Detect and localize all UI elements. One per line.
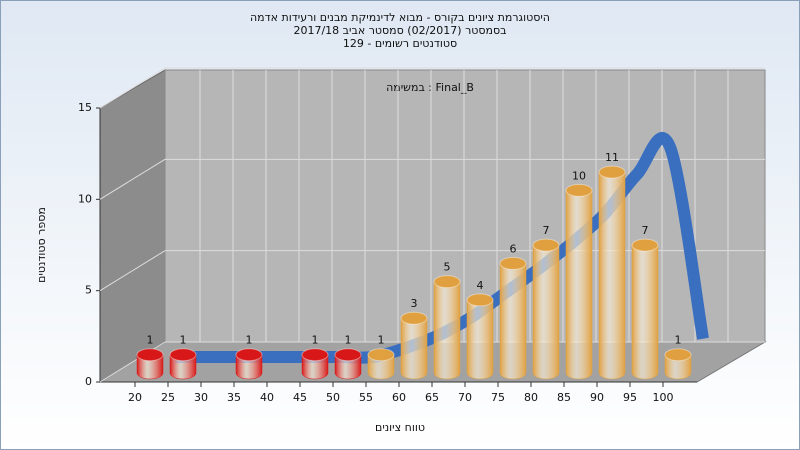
value-label: 1 [345, 334, 352, 347]
chart-title: היסטוגרמת ציונים בקורס - מבוא לדינמיקת מ… [250, 11, 550, 24]
x-tick-label: 70 [458, 391, 472, 404]
bar-body [532, 244, 560, 380]
x-tick-label: 40 [260, 391, 274, 404]
bar [466, 293, 494, 380]
value-label: 1 [675, 334, 682, 347]
bar [433, 275, 461, 380]
bar [664, 348, 692, 380]
bar-top [631, 238, 659, 252]
x-tick-label: 75 [491, 391, 505, 404]
x-tick-label: 65 [425, 391, 439, 404]
value-label: 10 [572, 169, 586, 182]
bar-body [400, 317, 428, 380]
value-label: 5 [444, 261, 451, 274]
bar-top [235, 348, 263, 362]
bar [367, 348, 395, 380]
bar [400, 311, 428, 380]
bar-top [598, 165, 626, 179]
bar-top [499, 256, 527, 270]
grid-line [99, 158, 166, 200]
x-tick-label: 35 [227, 391, 241, 404]
value-label: 11 [605, 151, 619, 164]
value-label: 7 [543, 224, 550, 237]
x-tick-label: 80 [524, 391, 538, 404]
bar [235, 348, 263, 380]
bar-body [466, 299, 494, 380]
bar [169, 348, 197, 380]
bar-top [565, 183, 593, 197]
value-label: 1 [147, 334, 154, 347]
bar-body [433, 281, 461, 380]
back-wall [164, 69, 766, 343]
x-tick-label: 100 [653, 391, 674, 404]
bar-top [367, 348, 395, 362]
bar-top [334, 348, 362, 362]
chart-subtitle: בסמסטר (02/2017) סמסטר אביב 2017/18 [293, 24, 506, 37]
bar [565, 183, 593, 380]
left-wall [99, 69, 166, 383]
bar-body [136, 354, 164, 380]
bar-body [499, 263, 527, 380]
bar [598, 165, 626, 380]
bar-top [433, 275, 461, 289]
x-tick-label: 85 [557, 391, 571, 404]
bar-body [565, 190, 593, 380]
bar-top [664, 348, 692, 362]
value-label: 4 [477, 279, 484, 292]
y-tick-label: 10 [78, 192, 92, 205]
x-tick-label: 95 [623, 391, 637, 404]
annotation: במשימה : Final_B [386, 81, 474, 94]
bar [499, 256, 527, 380]
grid-line [99, 250, 166, 292]
x-tick-label: 50 [326, 391, 340, 404]
bar [136, 348, 164, 380]
bar-body [631, 244, 659, 380]
bar-body [235, 354, 263, 380]
y-tick-label: 15 [78, 101, 92, 114]
value-label: 1 [246, 334, 253, 347]
bar-body [169, 354, 197, 380]
value-label: 6 [510, 242, 517, 255]
bar-top [532, 238, 560, 252]
bar-top [400, 311, 428, 325]
bar [334, 348, 362, 380]
bar-top [466, 293, 494, 307]
x-tick-label: 30 [194, 391, 208, 404]
bar [631, 238, 659, 380]
y-tick-label: 0 [85, 375, 92, 388]
bar [532, 238, 560, 380]
bar [301, 348, 329, 380]
bar-body [301, 354, 329, 380]
bar-top [169, 348, 197, 362]
value-label: 3 [411, 297, 418, 310]
y-axis-label: מספר סטודנטים [35, 207, 48, 283]
value-label: 1 [312, 334, 319, 347]
value-label: 1 [180, 334, 187, 347]
x-tick-label: 25 [161, 391, 175, 404]
grid-line [99, 67, 166, 109]
value-label: 7 [642, 224, 649, 237]
x-tick-label: 60 [392, 391, 406, 404]
bar-body [598, 171, 626, 380]
bar-body [334, 354, 362, 380]
x-tick-label: 45 [293, 391, 307, 404]
bar-body [664, 354, 692, 380]
bar-top [301, 348, 329, 362]
bar-top [136, 348, 164, 362]
x-tick-label: 55 [359, 391, 373, 404]
bar-body [367, 354, 395, 380]
x-tick-label: 90 [590, 391, 604, 404]
x-axis-label: טווח ציונים [375, 421, 425, 434]
y-tick-label: 5 [85, 284, 92, 297]
grid-line [99, 341, 166, 383]
chart-subtitle: סטודנטים רשומים - 129 [343, 37, 457, 50]
x-tick-label: 20 [128, 391, 142, 404]
value-label: 1 [378, 334, 385, 347]
